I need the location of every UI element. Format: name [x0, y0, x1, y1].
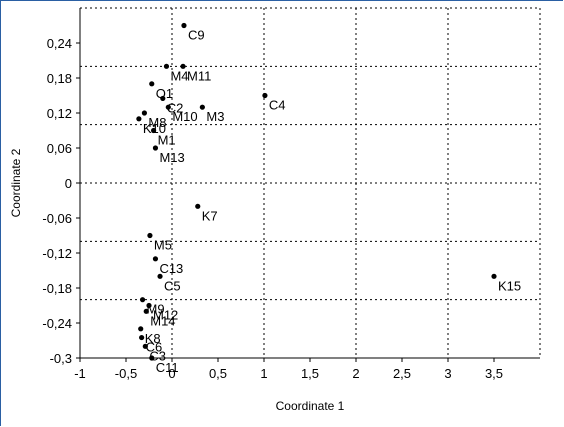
data-point [146, 302, 152, 309]
x-tick-label: 3 [444, 366, 451, 381]
data-point-label: M13 [159, 150, 184, 165]
axes [76, 8, 540, 362]
y-tick-label: -0,18 [42, 281, 72, 296]
data-point-label: C6 [146, 340, 163, 355]
data-point-label: M5 [154, 238, 172, 253]
data-point [152, 256, 159, 262]
data-point [143, 308, 149, 314]
x-tick-label: 3,5 [485, 366, 503, 381]
y-tick-label: 0,18 [47, 71, 72, 86]
data-point [180, 63, 186, 69]
data-point [160, 95, 166, 102]
y-tick-label: -0,12 [42, 246, 72, 261]
data-point [151, 127, 157, 134]
y-tick-label: -0,06 [42, 211, 72, 226]
data-point [139, 297, 146, 303]
data-point [181, 22, 187, 29]
data-point-label: K7 [202, 208, 218, 223]
data-point [157, 273, 163, 279]
data-points: C9M4M11O1C4C2M3M10M8K10M1M13K7M5C13C5K15… [136, 22, 521, 375]
data-point [491, 273, 497, 279]
x-tick-label: -0,5 [115, 366, 137, 381]
y-tick-label: 0,12 [47, 106, 72, 121]
x-tick-label: 2 [352, 366, 359, 381]
data-point [199, 104, 205, 110]
y-tick-label: 0 [65, 176, 72, 191]
grid-lines [80, 7, 541, 358]
data-point-label: M14 [150, 313, 175, 328]
data-point-label: M11 [187, 68, 211, 83]
y-tick-label: 0,24 [47, 36, 72, 51]
x-tick-label: 1 [260, 366, 267, 381]
data-point [149, 355, 155, 361]
data-point-label: M12 [153, 308, 178, 323]
y-tick-label: 0,06 [47, 141, 72, 156]
data-point [152, 145, 159, 151]
data-point [149, 81, 155, 87]
data-point-label: K8 [145, 331, 161, 346]
x-tick-label: 0,5 [209, 366, 227, 381]
data-point [163, 63, 170, 69]
data-point [142, 343, 148, 349]
data-point [165, 104, 171, 110]
tick-labels: -1 -0,5 0 0,5 1 1,5 2 2,5 3 3,5 -0,3 -0,24 -0,18 -0,1… [42, 36, 503, 381]
data-point-label: C4 [269, 98, 286, 113]
data-point [139, 334, 145, 341]
data-point-label: C2 [167, 100, 184, 115]
y-tick-label: -0,3 [50, 351, 72, 366]
x-tick-label: 1,5 [301, 366, 319, 381]
data-point-label: M10 [172, 109, 197, 124]
data-point-label: M1 [158, 133, 176, 148]
data-point [147, 232, 153, 239]
data-point [138, 326, 144, 332]
data-point [262, 92, 268, 99]
data-point [195, 203, 201, 209]
data-point-label: M4 [170, 68, 188, 83]
y-axis-label: Coordinate 2 [9, 148, 23, 217]
x-tick-label: 2,5 [393, 366, 411, 381]
data-point [141, 110, 147, 116]
data-point-label: M8 [148, 115, 166, 130]
x-tick-label: -1 [74, 366, 86, 381]
data-point-label: C5 [164, 278, 181, 293]
data-point-label: K15 [498, 278, 521, 293]
data-point-label: C11 [156, 360, 179, 375]
x-axis-label: Coordinate 1 [276, 399, 345, 413]
data-point-label: M3 [206, 109, 224, 124]
data-point-label: C9 [188, 28, 205, 43]
y-tick-label: -0,24 [42, 316, 72, 331]
data-point [136, 116, 142, 122]
data-point-label: C13 [159, 261, 183, 276]
data-point-label: O1 [156, 86, 173, 101]
x-tick-label: 0 [168, 366, 175, 381]
